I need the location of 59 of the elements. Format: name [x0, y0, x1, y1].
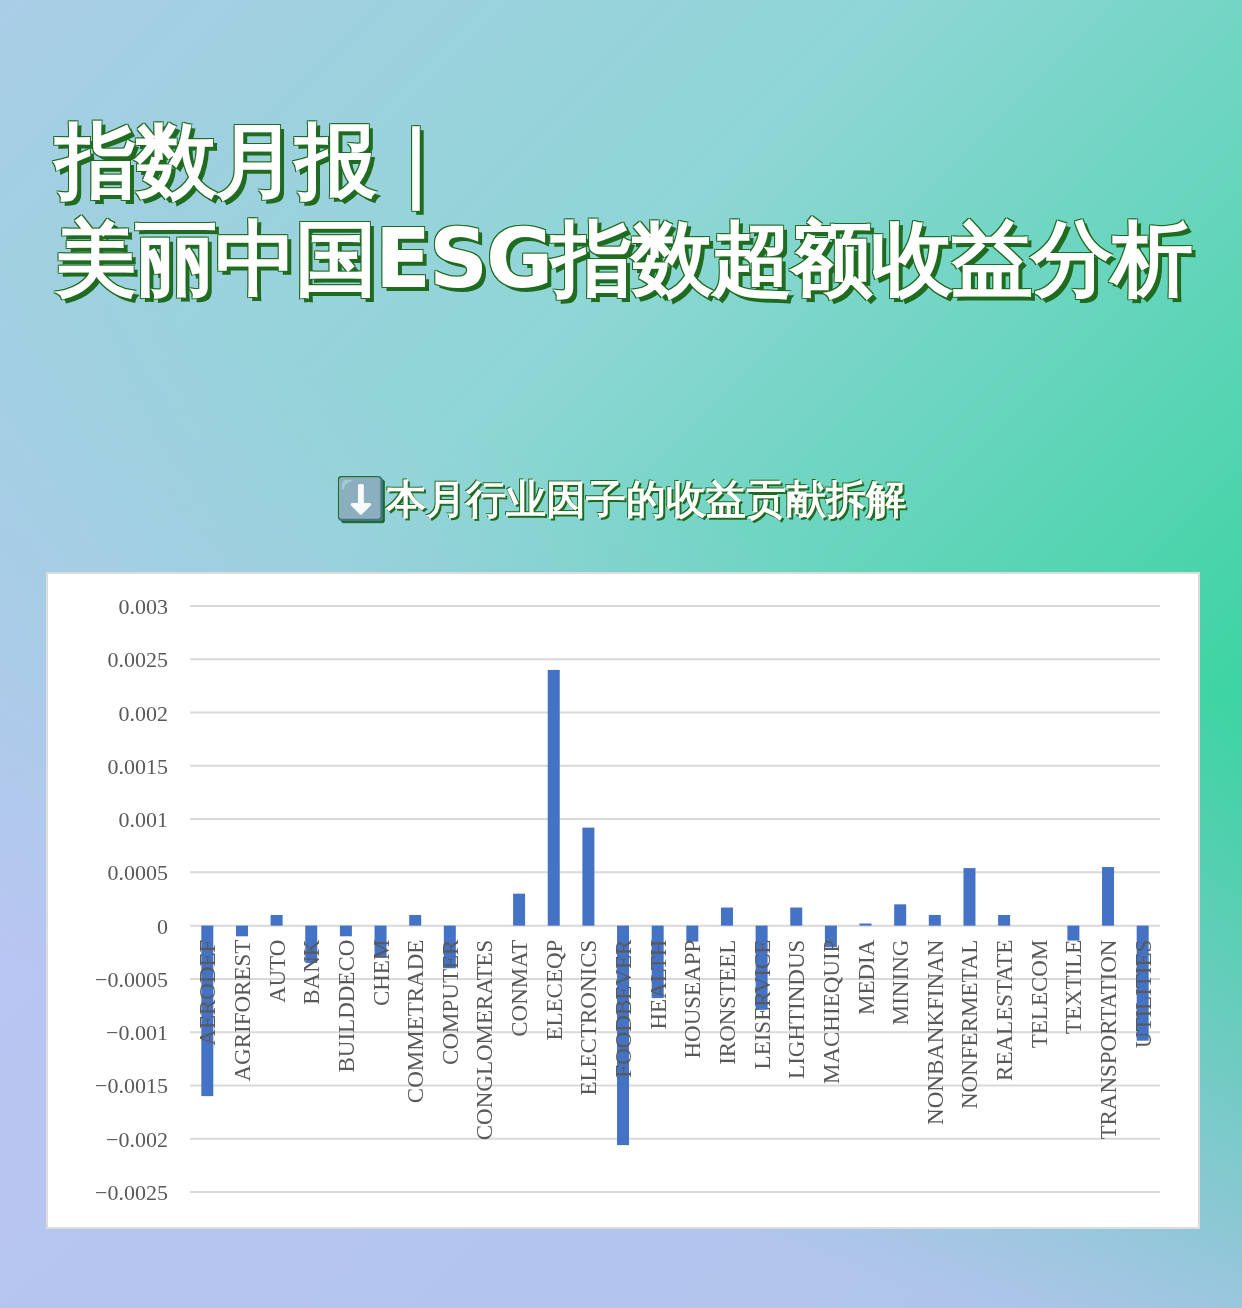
x-tick-label: HOUSEAPP — [680, 939, 706, 1059]
chart-title: 指数月报｜美丽中国ESG指数超额收益分析 — [55, 112, 1192, 308]
x-tick-label: ELECTRONICS — [576, 939, 602, 1096]
x-tick-label: MEDIA — [853, 939, 879, 1016]
bar — [582, 827, 595, 926]
bar — [339, 925, 352, 937]
x-tick-label: COMPUTER — [437, 938, 463, 1065]
y-tick-label: 0.0025 — [107, 647, 168, 673]
x-tick-label: UTILITIES — [1130, 939, 1156, 1049]
bar — [894, 904, 907, 926]
x-tick-label: MINING — [888, 939, 914, 1026]
x-tick-label: AUTO — [264, 939, 290, 1004]
x-tick-label: HEALTH — [645, 939, 671, 1030]
x-tick-label: ELECEQP — [541, 939, 567, 1041]
bar — [720, 907, 733, 926]
y-tick-label: 0.0005 — [107, 860, 168, 886]
x-tick-label: REALESTATE — [992, 939, 1018, 1081]
bar — [409, 914, 422, 926]
x-tick-label: IRONSTEEL — [714, 939, 740, 1065]
x-tick-label: CONGLOMERATES — [472, 939, 498, 1141]
x-tick-label: CHEM — [368, 939, 394, 1007]
bar — [963, 868, 976, 926]
x-tick-label: TEXTILE — [1061, 939, 1087, 1035]
x-tick-label: NONFERMETAL — [957, 939, 983, 1110]
x-tick-label: FOODBEVER — [611, 938, 637, 1078]
x-tick-label: COMMETRADE — [403, 939, 429, 1104]
y-tick-label: −0.0015 — [95, 1073, 168, 1099]
y-tick-label: −0.002 — [106, 1126, 168, 1152]
y-tick-label: −0.001 — [106, 1020, 168, 1046]
x-tick-label: BUILDDECO — [333, 939, 359, 1073]
x-tick-label: CONMAT — [507, 939, 533, 1037]
x-tick-label: TELECOM — [1026, 939, 1052, 1049]
bar — [513, 893, 526, 926]
x-tick-label: NONBANKFINAN — [922, 939, 948, 1125]
x-tick-label: TRANSPORTATION — [1096, 939, 1122, 1140]
bar — [790, 907, 803, 926]
bar — [686, 925, 699, 942]
bar — [547, 669, 560, 926]
bar — [928, 914, 941, 926]
bar — [270, 914, 283, 926]
bar — [235, 925, 248, 937]
chart-subtitle: ⬇本月行业因子的收益贡献拆解 — [335, 475, 907, 524]
bar — [859, 923, 872, 926]
y-tick-label: 0.003 — [118, 594, 168, 619]
y-tick-label: 0.0015 — [107, 753, 168, 779]
x-tick-label: BANK — [299, 939, 325, 1005]
x-tick-label: MACHIEQUIP — [818, 939, 844, 1085]
x-tick-label: AGRIFOREST — [229, 939, 255, 1082]
y-tick-label: −0.0005 — [95, 966, 168, 992]
y-tick-label: −0.0025 — [95, 1180, 168, 1205]
bar — [1102, 867, 1115, 926]
bar — [1067, 925, 1080, 941]
y-tick-label: 0.002 — [118, 700, 168, 726]
x-tick-label: AERODEF — [195, 939, 221, 1046]
y-tick-label: 0.001 — [118, 807, 168, 833]
y-tick-label: 0 — [157, 913, 168, 939]
x-tick-label: LEISERVICE — [749, 939, 775, 1070]
x-tick-label: LIGHTINDUS — [784, 939, 810, 1079]
bar — [998, 914, 1011, 926]
